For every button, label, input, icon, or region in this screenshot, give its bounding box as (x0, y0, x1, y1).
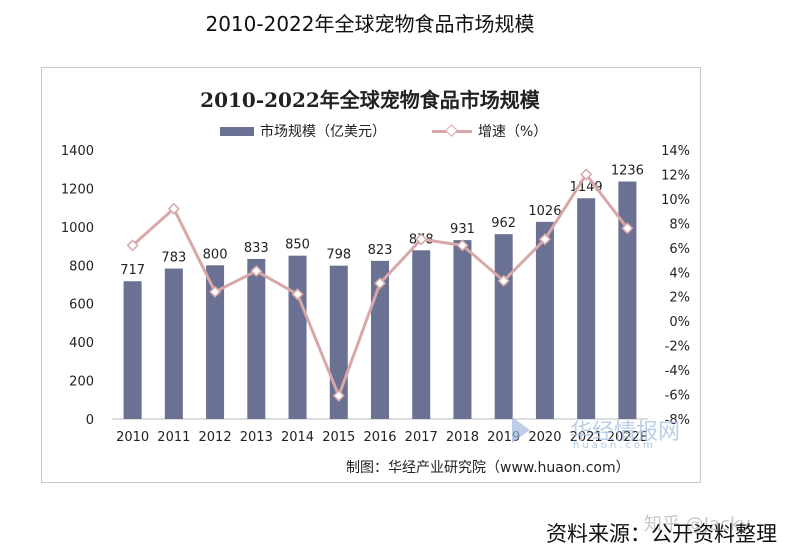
right-axis-tick-label: 6% (669, 242, 690, 257)
right-axis-tick-label: 10% (661, 193, 690, 208)
bar (494, 234, 513, 419)
x-axis-tick-label: 2017 (405, 430, 438, 445)
bar-data-label: 1026 (528, 204, 561, 219)
right-axis-tick-label: 14% (661, 144, 690, 159)
page-title: 2010-2022年全球宠物食品市场规模 (205, 12, 535, 36)
x-axis-tick-label: 2022E (607, 430, 648, 445)
right-axis-tick-label: 0% (669, 315, 690, 330)
right-axis-tick-label: 12% (661, 168, 690, 183)
growth-marker (126, 239, 139, 252)
growth-marker (538, 233, 551, 246)
bar-data-label: 783 (161, 251, 186, 266)
bar (206, 265, 225, 419)
bar-data-label: 850 (285, 238, 310, 253)
bar-data-label: 1236 (611, 164, 644, 179)
bar-data-label: 717 (120, 263, 145, 278)
bar (412, 250, 431, 419)
legend: 市场规模（亿美元） 增速（%） (220, 121, 547, 141)
bar (123, 281, 142, 419)
footer-source: 资料来源：公开资料整理 (546, 522, 777, 546)
bar (164, 268, 183, 419)
growth-marker (332, 389, 345, 402)
watermark-logo-icon (512, 417, 530, 443)
bar-data-label: 833 (244, 241, 269, 256)
left-axis-tick-label: 800 (69, 259, 94, 274)
right-axis-tick-label: 2% (669, 291, 690, 306)
bar (247, 258, 266, 419)
growth-marker (167, 202, 180, 215)
growth-marker (621, 222, 634, 235)
x-axis-tick-label: 2021 (570, 430, 603, 445)
x-axis-tick-label: 2015 (322, 430, 355, 445)
right-axis-tick-label: -6% (665, 389, 690, 404)
left-axis-tick-label: 1000 (61, 221, 94, 236)
growth-marker (580, 168, 593, 181)
left-axis-tick-label: 400 (69, 336, 94, 351)
growth-marker (497, 274, 510, 287)
left-axis-tick-label: 1400 (61, 144, 94, 159)
x-axis-tick-label: 2019 (487, 430, 520, 445)
bar-data-label: 962 (491, 216, 516, 231)
x-axis-tick-label: 2018 (446, 430, 479, 445)
growth-marker (250, 264, 263, 278)
right-axis-tick-label: -4% (665, 364, 690, 379)
x-axis-tick-label: 2011 (157, 430, 190, 445)
legend-line-label: 增速（%） (478, 124, 548, 140)
right-axis-tick-label: -2% (665, 340, 690, 355)
left-axis-tick-label: 0 (86, 413, 94, 428)
x-axis-tick-label: 2014 (281, 430, 314, 445)
right-axis-tick-label: 8% (669, 217, 690, 232)
growth-marker (373, 277, 387, 290)
bar (371, 260, 389, 419)
left-axis-tick-label: 600 (69, 298, 94, 313)
x-axis-tick-label: 2012 (199, 430, 232, 445)
x-axis-tick-label: 2013 (240, 430, 273, 445)
legend-bar-swatch (220, 126, 254, 136)
growth-marker (209, 285, 222, 298)
left-axis-tick-label: 1200 (61, 182, 94, 197)
watermark-text: 华经情报网 (570, 420, 681, 445)
growth-marker (456, 239, 469, 252)
right-axis-tick-label: -8% (665, 413, 690, 428)
bar (618, 181, 637, 419)
growth-marker (291, 288, 304, 301)
watermark-subtext: huaon.com (573, 440, 656, 451)
chart-title: 2010-2022年全球宠物食品市场规模 (200, 88, 540, 112)
bar (453, 240, 472, 419)
bar-data-label: 931 (450, 222, 475, 237)
right-axis-tick-label: 4% (669, 266, 690, 281)
x-axis-tick-label: 2016 (363, 430, 396, 445)
bar (535, 221, 554, 419)
legend-bar-label: 市场规模（亿美元） (260, 124, 386, 140)
bar-data-label: 798 (326, 248, 351, 263)
growth-marker (415, 233, 428, 246)
bar (288, 255, 307, 419)
bar-data-label: 823 (368, 243, 393, 258)
bar-data-label: 800 (203, 247, 228, 262)
watermark-logo: 华经情报网 (512, 414, 680, 446)
x-axis-tick-label: 2020 (528, 430, 561, 445)
legend-line-swatch (432, 125, 472, 137)
zhihu-watermark: 知乎 @Jacky (644, 514, 751, 535)
left-axis-tick-label: 200 (69, 375, 94, 390)
chart-source-note: 制图：华经产业研究院（www.huaon.com） (346, 460, 630, 476)
bar (577, 198, 596, 419)
x-axis-tick-label: 2010 (116, 430, 149, 445)
